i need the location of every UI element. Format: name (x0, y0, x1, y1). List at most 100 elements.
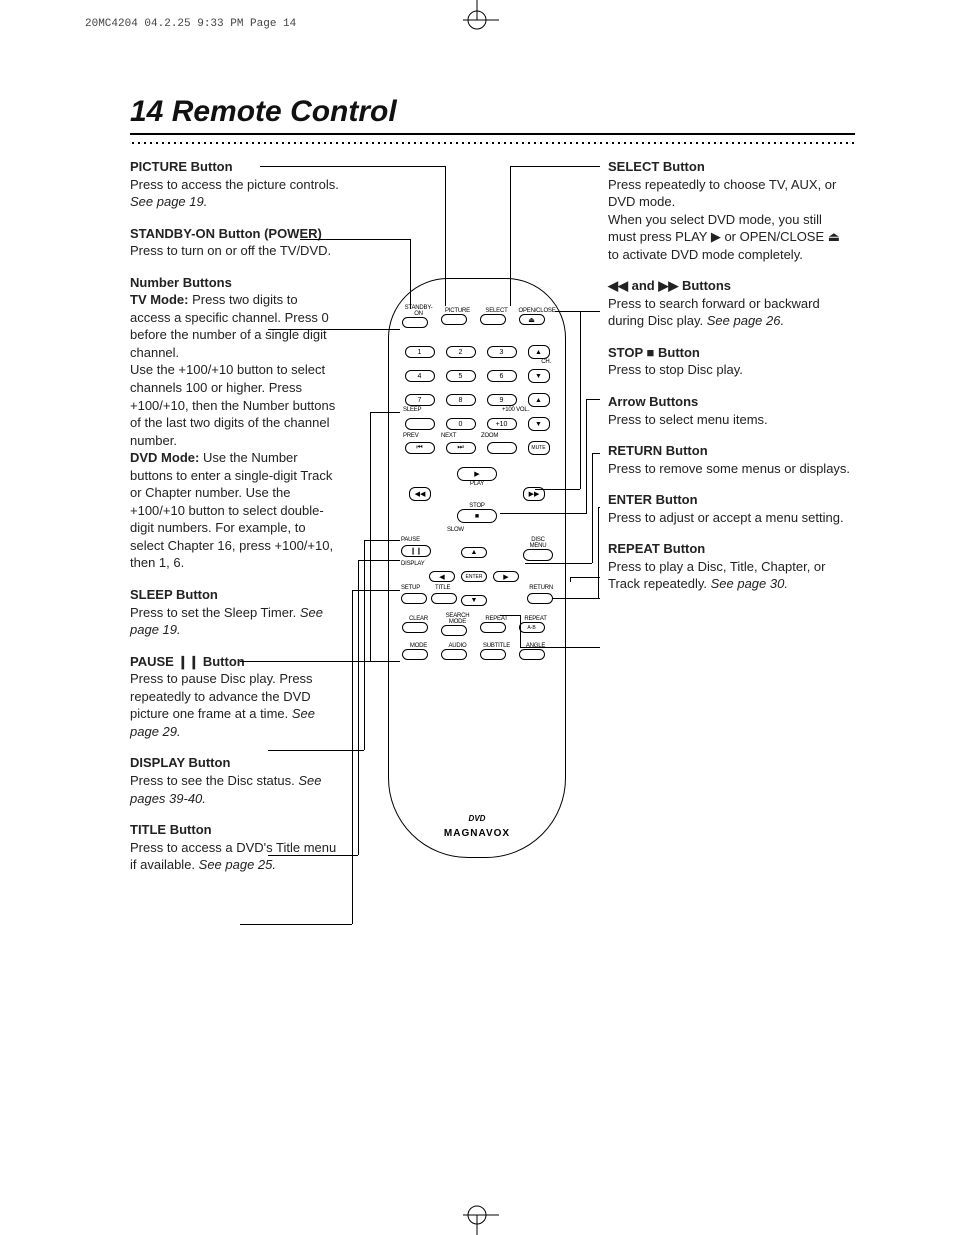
angle-button[interactable] (519, 649, 545, 660)
search-mode-label: SEARCH MODE (441, 613, 475, 625)
vol-label: +100 VOL. (469, 407, 529, 413)
leader-line (268, 750, 364, 751)
leader-line (410, 239, 411, 309)
item-title: ◀◀ and ▶▶ Buttons (608, 278, 731, 293)
pause-button[interactable]: ❙❙ (401, 545, 431, 557)
num-0-button[interactable]: 0 (446, 418, 476, 430)
sleep-button[interactable] (405, 418, 435, 430)
num-6-button[interactable]: 6 (487, 370, 517, 382)
stop-button[interactable]: ■ (457, 509, 497, 523)
zoom-label: ZOOM (481, 433, 498, 439)
subtitle-label: SUBTITLE (480, 643, 514, 649)
item-body: Press to set the Sleep Timer. See page 1… (130, 604, 340, 639)
arrow-up-button[interactable]: ▲ (461, 547, 487, 558)
leader-line (570, 577, 600, 578)
leader-line (364, 540, 400, 541)
repeat-ab-label: REPEAT (519, 616, 553, 622)
standby-button[interactable] (402, 317, 428, 328)
leader-line (592, 453, 593, 563)
num-2-button[interactable]: 2 (446, 346, 476, 358)
num-8-button[interactable]: 8 (446, 394, 476, 406)
left-column: PICTURE Button Press to access the pictu… (130, 158, 340, 888)
vol-up-button[interactable]: ▲ (528, 393, 550, 407)
enter-button[interactable]: ENTER (461, 571, 487, 582)
leader-line (520, 647, 600, 648)
search-mode-button[interactable] (441, 625, 467, 636)
open-close-button[interactable]: ⏏ (519, 314, 545, 325)
item-title: PICTURE Button (130, 159, 233, 174)
disc-menu-button[interactable] (523, 549, 553, 561)
standby-button-desc: STANDBY-ON Button (POWER) Press to turn … (130, 225, 340, 260)
next-button[interactable]: ⏭ (446, 442, 476, 454)
leader-line (445, 166, 446, 306)
num-7-button[interactable]: 7 (405, 394, 435, 406)
arrow-down-button[interactable]: ▼ (461, 595, 487, 606)
item-body: Press to pause Disc play. Press repeated… (130, 670, 340, 740)
prev-button[interactable]: ⏮ (405, 442, 435, 454)
item-title: PAUSE ❙❙ Button (130, 654, 245, 669)
ch-up-button[interactable]: ▲ (528, 345, 550, 359)
num-3-button[interactable]: 3 (487, 346, 517, 358)
item-title: STOP ■ Button (608, 345, 700, 360)
num-4-button[interactable]: 4 (405, 370, 435, 382)
item-body: Press to play a Disc, Title, Chapter, or… (608, 558, 853, 593)
crop-mark-bottom-icon (463, 1201, 491, 1229)
item-body: Press to remove some menus or displays. (608, 460, 853, 478)
audio-button[interactable] (441, 649, 467, 660)
next-label: NEXT (441, 433, 456, 439)
ch-label: CH. (541, 359, 551, 365)
select-button[interactable] (480, 314, 506, 325)
num-9-button[interactable]: 9 (487, 394, 517, 406)
plus10-button[interactable]: +10 (487, 418, 517, 430)
subtitle-button[interactable] (480, 649, 506, 660)
picture-label: PICTURE (441, 308, 475, 314)
repeat-ab-button[interactable]: A-B (519, 622, 545, 633)
picture-button[interactable] (441, 314, 467, 325)
title-button[interactable] (431, 593, 457, 604)
vol-down-button[interactable]: ▼ (528, 417, 550, 431)
pause-button-desc: PAUSE ❙❙ Button Press to pause Disc play… (130, 653, 340, 741)
select-label: SELECT (480, 308, 514, 314)
zoom-button[interactable] (487, 442, 517, 454)
item-title: Arrow Buttons (608, 394, 698, 409)
item-body: Press to stop Disc play. (608, 361, 853, 379)
leader-line (300, 239, 410, 240)
setup-button[interactable] (401, 593, 427, 604)
disc-menu-label: DISC MENU (523, 537, 553, 549)
item-body: Press to access the picture controls. Se… (130, 176, 340, 211)
mode-button[interactable] (402, 649, 428, 660)
return-button[interactable] (527, 593, 553, 604)
return-button-desc: RETURN Button Press to remove some menus… (608, 442, 853, 477)
item-title: DISPLAY Button (130, 755, 230, 770)
arrow-left-button[interactable]: ◀ (429, 571, 455, 582)
item-title: RETURN Button (608, 443, 708, 458)
arrow-right-button[interactable]: ▶ (493, 571, 519, 582)
play-button[interactable]: ▶ (457, 467, 497, 481)
remote-diagram: STANDBY-ON PICTURE SELECT OPEN/CLOSE⏏ 1 … (388, 278, 566, 858)
repeat-label: REPEAT (480, 616, 514, 622)
leader-line (352, 590, 353, 924)
leader-line (358, 560, 400, 561)
dvd-logo: DVD (389, 814, 565, 823)
leader-line (358, 560, 359, 855)
leader-line (570, 577, 571, 582)
leader-line (500, 615, 520, 616)
repeat-button[interactable] (480, 622, 506, 633)
leader-line (370, 412, 400, 413)
select-button-desc: SELECT Button Press repeatedly to choose… (608, 158, 853, 263)
leader-line (555, 311, 600, 312)
num-5-button[interactable]: 5 (446, 370, 476, 382)
ch-down-button[interactable]: ▼ (528, 369, 550, 383)
leader-line (268, 329, 400, 330)
pause-label: PAUSE (401, 537, 420, 543)
leader-line (598, 507, 599, 598)
rew-button[interactable]: ◀◀ (409, 487, 431, 501)
num-1-button[interactable]: 1 (405, 346, 435, 358)
item-title: SLEEP Button (130, 587, 218, 602)
clear-button[interactable] (402, 622, 428, 633)
item-title: STANDBY-ON Button (POWER) (130, 226, 322, 241)
leader-line (352, 590, 400, 591)
mute-button[interactable]: MUTE (528, 441, 550, 455)
item-title: SELECT Button (608, 159, 705, 174)
leader-line (260, 166, 445, 167)
